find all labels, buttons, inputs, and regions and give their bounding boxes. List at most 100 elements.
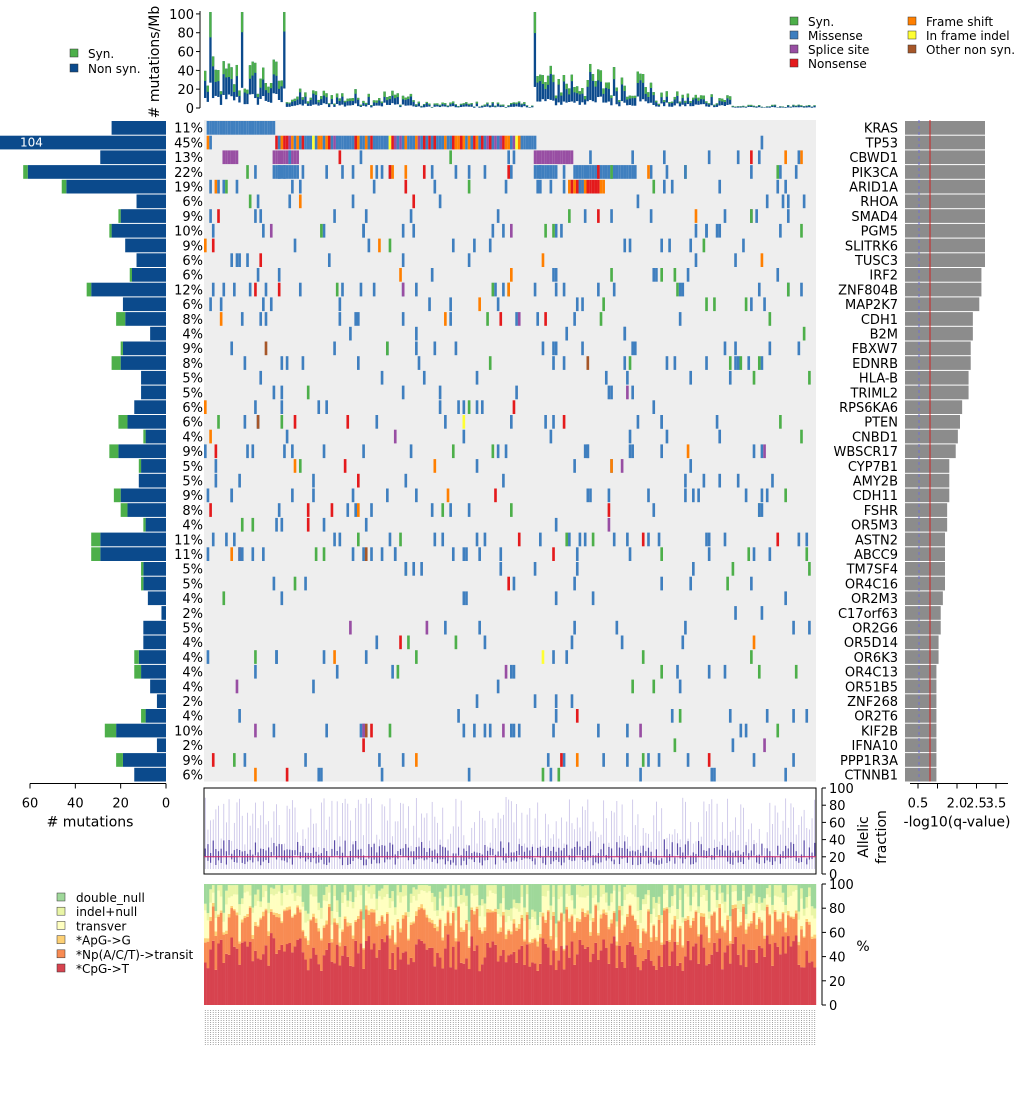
spectrum-segment (457, 884, 461, 886)
mutation-cell (554, 268, 558, 282)
rate-bar-syn (225, 68, 228, 78)
gene-label: OR4C13 (845, 666, 898, 681)
qvalue-bar (905, 738, 937, 753)
mutation-cell (663, 179, 666, 194)
spectrum-segment (615, 945, 619, 968)
spectrum-segment (631, 946, 635, 1005)
left-xtick-label: 0 (162, 797, 170, 812)
mutation-cell (393, 429, 397, 444)
spectrum-segment (262, 954, 265, 1005)
mutation-cell (615, 165, 619, 179)
spectrum-segment (552, 884, 556, 886)
spectrum-segment (269, 909, 273, 912)
rate-bar-syn (644, 87, 647, 94)
spectrum-segment (739, 912, 743, 922)
gene-percent-label: 6% (182, 254, 203, 269)
rate-bar-nonsyn (721, 98, 724, 106)
gene-label: OR2M3 (851, 592, 898, 607)
mutation-cell (702, 238, 706, 253)
mutation-cell (425, 135, 429, 150)
mutation-cell (309, 135, 313, 150)
spectrum-segment (393, 942, 397, 945)
count-bar-nonsyn (125, 238, 166, 253)
qvalue-bar (905, 400, 963, 414)
spectrum-segment (240, 903, 244, 920)
mutation-cell (607, 385, 611, 400)
mutation-cell (222, 591, 226, 606)
spectrum-segment (510, 920, 513, 932)
mutation-cell (285, 767, 289, 782)
spectrum-segment (341, 884, 345, 893)
count-bar-nonsyn (161, 606, 166, 620)
spectrum-segment (449, 925, 453, 968)
spectrum-segment (512, 884, 516, 900)
rate-bar-nonsyn (462, 103, 465, 107)
spectrum-segment (449, 906, 453, 924)
rate-bar-syn (800, 105, 803, 107)
spectrum-segment (612, 912, 616, 937)
spectrum-segment (779, 885, 782, 898)
mutation-cell (233, 150, 236, 165)
spectrum-segment (396, 885, 400, 896)
spectrum-segment (298, 896, 302, 910)
spectrum-segment (546, 947, 550, 1005)
spectrum-segment (668, 913, 672, 941)
mutation-cell (707, 547, 711, 561)
spectrum-segment (568, 885, 571, 897)
spectrum-segment (757, 904, 761, 917)
qvalue-bar (905, 562, 945, 576)
rate-bar-nonsyn (789, 106, 792, 108)
rate-bar-nonsyn (744, 106, 748, 108)
spectrum-segment (428, 891, 432, 919)
spectrum-segment (702, 884, 706, 885)
mutation-cell (507, 576, 510, 591)
mutation-cell (565, 150, 569, 165)
spectrum-segment (673, 894, 677, 916)
spectrum-segment (428, 885, 432, 892)
count-bar-syn (118, 209, 121, 223)
spectrum-segment (325, 886, 329, 902)
spectrum-segment (351, 908, 355, 936)
spectrum-segment (699, 885, 703, 898)
mutation-cell (668, 238, 671, 253)
mutation-cell (570, 179, 574, 194)
rate-bar-nonsyn (517, 101, 521, 107)
rate-bar-syn (264, 83, 268, 91)
spectrum-segment (541, 938, 545, 1005)
spectrum-segment (301, 906, 305, 930)
mutation-cell (333, 341, 336, 356)
spectrum-segment (293, 901, 297, 914)
mutation-cell (678, 312, 682, 326)
rate-bar-syn (515, 102, 518, 105)
spectrum-segment (742, 891, 745, 904)
spectrum-segment (378, 890, 381, 897)
spectrum-segment (707, 942, 711, 964)
mutation-cell (744, 723, 748, 738)
spectrum-segment (765, 888, 769, 895)
spectrum-segment (346, 906, 350, 923)
spectrum-segment (707, 937, 711, 943)
rate-bar-nonsyn (433, 103, 436, 107)
rate-bar-nonsyn (710, 94, 713, 106)
spectrum-segment (607, 929, 611, 964)
spectrum-segment (626, 894, 629, 914)
mutation-cell (372, 282, 376, 297)
spectrum-segment (763, 910, 767, 936)
spectrum-segment (494, 884, 498, 886)
mutation-cell (412, 135, 416, 150)
mutation-cell (539, 532, 542, 547)
gene-label: FSHR (864, 504, 898, 519)
rate-bar-nonsyn (391, 90, 394, 104)
rate-bar-nonsyn (383, 91, 386, 103)
count-bar-nonsyn (120, 209, 166, 223)
rate-bar-syn (256, 93, 260, 98)
spectrum-segment (676, 908, 680, 920)
spectrum-segment (726, 885, 730, 895)
mutation-cell (494, 135, 497, 150)
spectrum-segment (291, 916, 294, 918)
spectrum-segment (739, 965, 743, 1005)
mutation-cell (454, 135, 458, 150)
mutation-cell (604, 370, 608, 385)
spectrum-segment (628, 905, 632, 942)
spectrum-segment (800, 884, 804, 889)
